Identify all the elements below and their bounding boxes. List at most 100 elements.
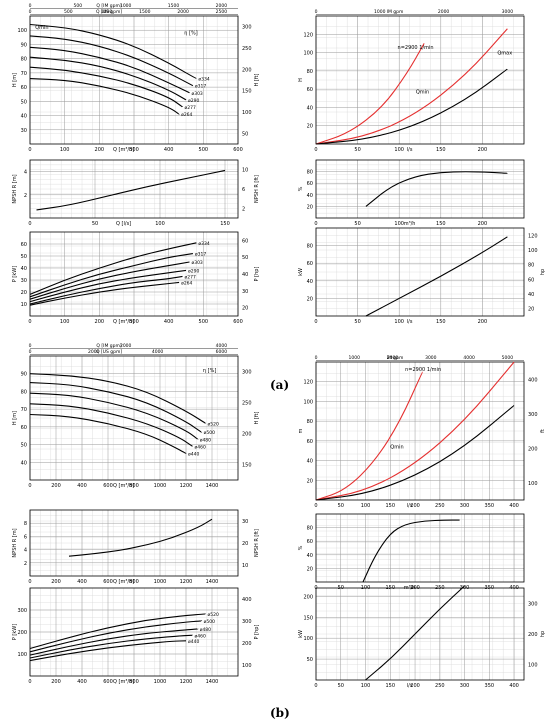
x-tick-label: 1400 xyxy=(206,483,219,489)
y-tick-label: 20 xyxy=(307,124,313,130)
top-axis-label: Q [IM gpm] xyxy=(96,3,121,9)
series-line xyxy=(29,261,190,300)
y-axis-label: % xyxy=(298,186,304,191)
series-label: ø303 xyxy=(191,91,202,97)
y-tick-label: 300 xyxy=(17,608,27,614)
series-label: ø520 xyxy=(208,612,219,618)
series-label: ø264 xyxy=(181,112,192,118)
top-tick-label: 2500 xyxy=(216,9,228,15)
series-line xyxy=(29,281,180,306)
top-tick-label: 3000 xyxy=(502,9,514,15)
right-tick-label: 20 xyxy=(528,307,534,313)
x-tick-label: 500 xyxy=(199,319,209,325)
series-label: ø277 xyxy=(185,274,196,280)
right-tick-label: 250 xyxy=(242,401,252,407)
annotation-label: Qmin xyxy=(35,25,48,31)
x-tick-label: 400 xyxy=(164,319,174,325)
top-tick-label: 0 xyxy=(315,9,318,15)
x-tick-label: 400 xyxy=(509,503,519,509)
y-tick-label: 8 xyxy=(24,521,27,527)
top-tick-label: 6000 xyxy=(216,349,228,355)
x-tick-label: 200 xyxy=(51,679,61,685)
series-line xyxy=(315,28,508,145)
y-axis-label: P [kW] xyxy=(12,624,18,640)
x-axis-label: l/s xyxy=(407,147,413,153)
series-line xyxy=(29,392,199,440)
y-tick-label: 90 xyxy=(21,372,27,378)
series-line xyxy=(365,585,465,681)
right-tick-label: 200 xyxy=(242,432,252,438)
series-line xyxy=(315,404,515,501)
right-tick-label: 100 xyxy=(528,663,538,669)
y-tick-label: 6 xyxy=(24,534,27,540)
chart-b-kw: 0 50 100 150 200 250 300 350 40050100150200l/skW… xyxy=(298,585,546,689)
right-tick-label: 50 xyxy=(242,255,248,261)
top-tick-label: 1000 xyxy=(374,9,386,15)
plot-frame xyxy=(315,227,525,317)
x-tick-label: 200 xyxy=(410,683,420,689)
right-tick-label: 100 xyxy=(528,248,538,254)
x-tick-label: 1200 xyxy=(180,483,193,489)
y-tick-label: 60 xyxy=(21,85,27,91)
chart-a-npsh: 0 50 100 150 2 4 Q [l/s] NPSH R [m] 2 6 10 NPSH R [… xyxy=(12,159,260,227)
series-line xyxy=(29,66,184,108)
x-tick-label: 50 xyxy=(354,147,360,153)
x-tick-label: 200 xyxy=(51,579,61,585)
y-tick-label: 150 xyxy=(303,615,313,621)
right-axis-label: P [hp] xyxy=(254,267,260,282)
series-line xyxy=(29,413,187,454)
chart-a-kw: 0 50 100 150 200 20 40 60 80 l/s kW 20 40 60 80 100 120 h… xyxy=(298,227,546,325)
series-line xyxy=(29,253,193,298)
top-tick-label: 0 xyxy=(315,355,318,361)
plot-frame xyxy=(315,513,525,583)
y-tick-label: 40 xyxy=(307,459,313,465)
series-line xyxy=(315,68,508,145)
top-tick-label: 500 xyxy=(64,9,73,15)
series-label: ø500 xyxy=(204,430,215,436)
top-axis-label: IM gpm xyxy=(387,355,404,361)
y-axis-label: NPSH R [m] xyxy=(12,528,18,557)
series-line xyxy=(29,628,199,656)
x-tick-label: 600 xyxy=(233,147,243,153)
right-tick-label: 20 xyxy=(242,306,248,312)
series-line xyxy=(315,361,515,501)
x-tick-label: 200 xyxy=(478,147,488,153)
top-tick-label: 2000 xyxy=(88,349,100,355)
x-tick-label: 200 xyxy=(51,483,61,489)
series-label: ø334 xyxy=(198,77,209,83)
top-axis-label: Q [US gpm] xyxy=(96,9,122,15)
y-tick-label: 50 xyxy=(307,657,313,663)
x-axis-label: l/s xyxy=(407,503,413,509)
series-label: ø317 xyxy=(195,252,206,258)
top-tick-label: 1000 xyxy=(101,9,113,15)
series-line xyxy=(29,373,207,424)
right-tick-label: 6 xyxy=(242,187,245,193)
y-tick-label: 40 xyxy=(307,553,313,559)
y-axis-label: m xyxy=(298,428,304,433)
y-tick-label: 20 xyxy=(307,204,313,210)
x-tick-label: 100 xyxy=(60,319,70,325)
top-tick-label: 2000 xyxy=(216,3,228,9)
annotation-label: Qmin xyxy=(390,445,403,451)
x-axis-label: Q [m³/h] xyxy=(113,319,134,325)
y-tick-label: 70 xyxy=(21,71,27,77)
right-tick-label: 60 xyxy=(242,238,248,244)
series-line xyxy=(29,634,194,659)
series-label: ø264 xyxy=(181,280,192,286)
plot-frame xyxy=(29,587,239,677)
top-axis-label: Q [IM gpm] xyxy=(96,343,121,349)
y-tick-label: 20 xyxy=(307,296,313,302)
x-tick-label: 400 xyxy=(164,147,174,153)
chart-b-sys: 0 50 100 150 200 250 300 350 400 20 40 60 80 100 120 l/… xyxy=(298,355,546,509)
y-tick-label: 80 xyxy=(307,69,313,75)
right-tick-label: 100 xyxy=(528,481,538,487)
series-label: ø290 xyxy=(188,268,199,274)
y-tick-label: 4 xyxy=(24,170,27,176)
y-axis-label: H [m] xyxy=(12,411,18,425)
y-tick-label: 100 xyxy=(17,28,27,34)
top-axis-label: Q [US gpm] xyxy=(96,349,122,355)
x-tick-label: 1000 xyxy=(154,579,167,585)
x-axis-label: Q [m³/h] xyxy=(113,679,134,685)
